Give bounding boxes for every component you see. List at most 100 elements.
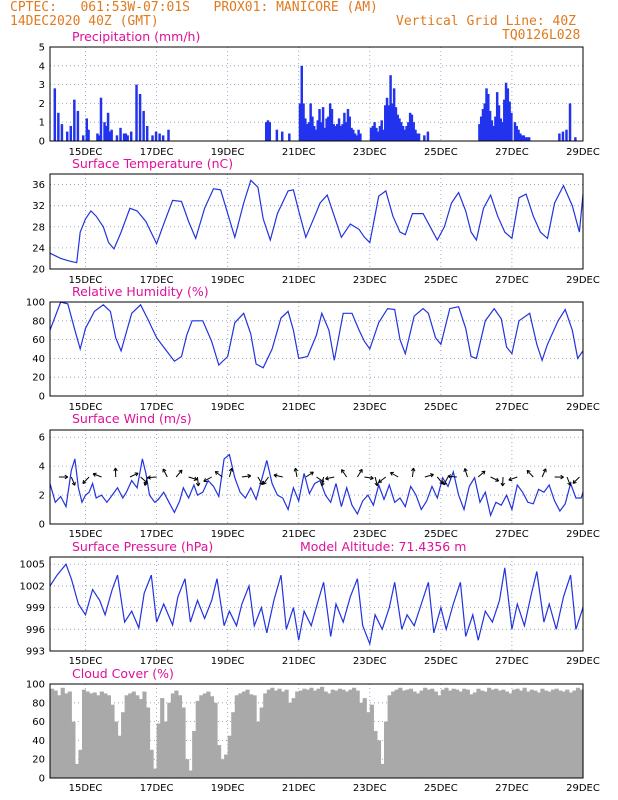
- precip-bar: [339, 125, 343, 141]
- panel-title: Surface Temperature (nC): [72, 156, 233, 171]
- precip-bar: [145, 125, 149, 141]
- cloud-bar: [501, 689, 506, 778]
- wind-arrow-head: [542, 468, 547, 472]
- wind-arrow-head: [413, 467, 416, 472]
- cloud-bar: [519, 690, 524, 778]
- cloud-bar: [352, 687, 357, 778]
- precip-bar: [487, 94, 490, 141]
- panel-title: Surface Pressure (hPa): [72, 539, 213, 554]
- precip-bar: [302, 103, 305, 141]
- y-tick-label: 0: [39, 774, 45, 785]
- cloud-bar: [412, 691, 417, 778]
- wind-arrow-head: [320, 482, 323, 487]
- cloud-bar: [376, 740, 382, 778]
- cloud-bar: [497, 690, 502, 778]
- precip-bar: [161, 135, 165, 141]
- precip-bar: [515, 125, 518, 141]
- wind-arrow-head: [502, 482, 505, 487]
- cloud-bar: [60, 687, 65, 778]
- cloud-bar: [266, 689, 271, 778]
- wind-arrow-head: [325, 478, 329, 481]
- x-tick-label: 15DEC: [69, 783, 103, 794]
- cloud-bar: [192, 731, 197, 778]
- precip-bar: [119, 127, 122, 141]
- precip-bar: [483, 103, 486, 141]
- cloud-bar: [96, 695, 101, 778]
- cloud-bar: [121, 712, 126, 778]
- x-tick-label: 19DEC: [211, 529, 245, 540]
- wind-arrow-head: [439, 482, 444, 485]
- wind-arrow-head: [526, 470, 529, 474]
- wind-arrow-head: [447, 474, 452, 477]
- cloud-bar: [561, 691, 566, 778]
- precip-bar: [494, 116, 497, 141]
- precip-bar: [495, 92, 499, 141]
- wind-arrow-head: [92, 473, 96, 477]
- x-tick-label: 15DEC: [69, 275, 103, 286]
- precip-bar: [488, 110, 492, 141]
- precip-bar: [73, 99, 76, 141]
- wind-arrow-head: [508, 479, 513, 482]
- wind-arrow-head: [526, 469, 531, 472]
- precip-bar: [264, 122, 268, 141]
- cloud-bar: [117, 735, 122, 778]
- precip-bar: [275, 129, 279, 141]
- wind-arrow-head: [430, 474, 434, 478]
- precip-bar: [341, 124, 344, 141]
- precip-bar: [106, 112, 110, 141]
- y-tick-label: 60: [32, 717, 45, 728]
- wind-arrow: [390, 472, 399, 478]
- precip-bar: [478, 124, 481, 141]
- wind-arrow-head: [71, 482, 76, 486]
- cloud-bar: [270, 687, 275, 778]
- wind-arrow: [203, 476, 212, 482]
- cloud-bar: [554, 688, 559, 778]
- precip-bar: [129, 131, 133, 141]
- precip-bar: [403, 129, 407, 141]
- precip-bar: [126, 135, 129, 141]
- cloud-bar: [78, 749, 83, 778]
- precip-bar: [158, 133, 161, 141]
- x-tick-label: 19DEC: [211, 275, 245, 286]
- cloud-bar: [280, 691, 286, 778]
- wind-arrow-head: [143, 481, 146, 486]
- cloud-bar: [529, 689, 534, 778]
- y-tick-label: 100: [26, 298, 45, 309]
- precip-bar: [408, 112, 412, 141]
- x-tick-label: 23DEC: [353, 402, 387, 413]
- wind-arrow-head: [481, 470, 486, 473]
- precip-bar: [321, 107, 325, 141]
- precip-bar: [304, 118, 307, 141]
- y-tick-label: 4: [39, 61, 45, 72]
- precip-bar: [328, 103, 332, 141]
- x-tick-label: 27DEC: [495, 783, 529, 794]
- header-date-line: 14DEC2020 40Z (GMT): [10, 14, 159, 29]
- precip-bar: [99, 97, 103, 141]
- panel-frame: [49, 301, 584, 397]
- y-tick-label: 1005: [20, 560, 45, 571]
- x-tick-label: 21DEC: [282, 275, 316, 286]
- precip-bar: [110, 129, 113, 141]
- x-tick-label: 23DEC: [353, 275, 387, 286]
- cloud-bar: [231, 712, 236, 778]
- wind-arrow: [325, 476, 335, 480]
- cloud-bar: [295, 691, 300, 778]
- wind-arrow-head: [113, 467, 116, 472]
- precip-bar: [392, 88, 396, 141]
- cloud-bar: [309, 687, 314, 778]
- wind-arrow-head: [144, 482, 148, 486]
- y-tick-label: 32: [32, 201, 45, 212]
- x-tick-label: 17DEC: [140, 656, 174, 667]
- wind-arrow-head: [82, 479, 85, 484]
- precip-bar: [394, 107, 398, 141]
- wind-arrow: [572, 476, 580, 484]
- wind-arrow: [144, 476, 149, 486]
- cloud-bar: [71, 721, 76, 778]
- cloud-bar: [209, 696, 215, 778]
- wind-arrow-head: [293, 467, 296, 472]
- precip-bar: [96, 133, 99, 141]
- precip-bar: [323, 127, 327, 141]
- wind-arrow: [443, 476, 449, 486]
- cloud-bar: [135, 695, 140, 778]
- cloud-bar: [145, 707, 151, 778]
